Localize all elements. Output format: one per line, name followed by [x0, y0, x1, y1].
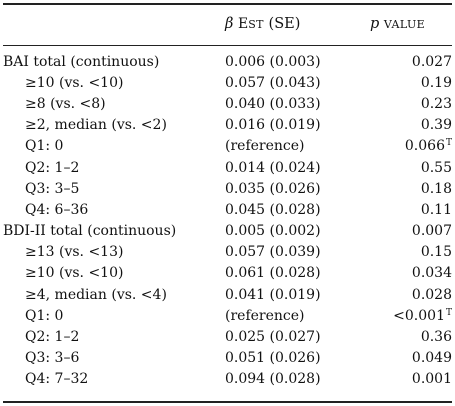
row-estimate: 0.006 (0.003) — [225, 53, 321, 70]
row-pvalue: 0.027 — [411, 53, 452, 70]
row-pvalue: 0.23 — [420, 95, 452, 112]
row-label: Q4: 6–36 — [25, 201, 89, 218]
row-pvalue-footnote: T — [445, 138, 452, 149]
table-row: Q3: 3–5 0.035 (0.026) 0.18 — [3, 178, 452, 199]
table-row: Q2: 1–2 0.014 (0.024) 0.55 — [3, 157, 452, 178]
row-pvalue-cell: 0.36 — [370, 326, 452, 347]
row-pvalue: 0.007 — [411, 223, 452, 240]
row-pvalue-cell: 0.15 — [370, 242, 452, 263]
table-row: BAI total (continuous) 0.006 (0.003) 0.027 — [3, 51, 452, 72]
row-pvalue-cell: 0.11 — [370, 199, 452, 220]
row-pvalue-cell: 0.066T — [370, 136, 452, 157]
row-pvalue: 0.049 — [411, 350, 452, 367]
row-label: ≥4, median (vs. <4) — [25, 286, 167, 303]
header-est-first: E — [238, 16, 249, 33]
table-row: Q4: 6–36 0.045 (0.028) 0.11 — [3, 199, 452, 220]
row-estimate: (reference) — [225, 138, 305, 155]
row-label: Q1: 0 — [25, 138, 64, 155]
table-body: BAI total (continuous) 0.006 (0.003) 0.027… — [3, 45, 452, 390]
row-label: ≥13 (vs. <13) — [25, 244, 124, 261]
row-estimate: 0.057 (0.039) — [225, 244, 321, 261]
header-estimate: β EST (SE) — [225, 4, 370, 45]
row-pvalue-cell: 0.034 — [370, 263, 452, 284]
row-estimate: 0.045 (0.028) — [225, 201, 321, 218]
row-pvalue-cell: 0.39 — [370, 115, 452, 136]
row-pvalue: 0.11 — [420, 201, 452, 218]
table-row: ≥2, median (vs. <2) 0.016 (0.019) 0.39 — [3, 115, 452, 136]
row-pvalue-cell: 0.049 — [370, 348, 452, 369]
row-label: ≥10 (vs. <10) — [25, 74, 124, 91]
row-estimate: (reference) — [225, 307, 305, 324]
row-label: Q2: 1–2 — [25, 159, 80, 176]
row-label: Q2: 1–2 — [25, 329, 80, 346]
row-estimate: 0.094 (0.028) — [225, 371, 321, 388]
row-pvalue: 0.028 — [411, 286, 452, 303]
row-pvalue-cell: 0.001 — [370, 369, 452, 390]
table-row: ≥13 (vs. <13) 0.057 (0.039) 0.15 — [3, 242, 452, 263]
table-row: Q1: 0 (reference) 0.066T — [3, 136, 452, 157]
row-estimate: 0.051 (0.026) — [225, 350, 321, 367]
table-header-row: β EST (SE) p VALUE — [3, 4, 452, 45]
row-estimate: 0.040 (0.033) — [225, 95, 321, 112]
row-pvalue-cell: 0.55 — [370, 157, 452, 178]
row-pvalue: 0.066 — [404, 138, 445, 155]
row-pvalue: 0.001 — [411, 371, 452, 388]
row-pvalue-cell: 0.19 — [370, 72, 452, 93]
table-row: ≥10 (vs. <10) 0.061 (0.028) 0.034 — [3, 263, 452, 284]
row-pvalue-cell: 0.028 — [370, 284, 452, 305]
row-label: BAI total (continuous) — [3, 53, 160, 70]
header-label-column — [3, 4, 225, 45]
row-pvalue-footnote: T — [445, 307, 452, 318]
header-value-label: VALUE — [383, 18, 426, 32]
header-p-symbol: p — [370, 16, 380, 33]
table-row: Q3: 3–6 0.051 (0.026) 0.049 — [3, 348, 452, 369]
row-estimate: 0.005 (0.002) — [225, 223, 321, 240]
table-row: Q2: 1–2 0.025 (0.027) 0.36 — [3, 326, 452, 347]
row-pvalue: 0.15 — [420, 244, 452, 261]
row-label: BDI-II total (continuous) — [3, 223, 177, 240]
table-row: Q4: 7–32 0.094 (0.028) 0.001 — [3, 369, 452, 390]
row-estimate: 0.041 (0.019) — [225, 286, 321, 303]
row-pvalue-cell: <0.001T — [370, 305, 452, 326]
row-estimate: 0.035 (0.026) — [225, 180, 321, 197]
table-row: Q1: 0 (reference) <0.001T — [3, 305, 452, 326]
row-estimate: 0.057 (0.043) — [225, 74, 321, 91]
row-estimate: 0.025 (0.027) — [225, 329, 321, 346]
row-pvalue: 0.19 — [420, 74, 452, 91]
table-row: ≥4, median (vs. <4) 0.041 (0.019) 0.028 — [3, 284, 452, 305]
table-row: ≥10 (vs. <10) 0.057 (0.043) 0.19 — [3, 72, 452, 93]
table-top-rule — [3, 3, 452, 5]
row-pvalue-cell: 0.23 — [370, 93, 452, 114]
row-estimate: 0.016 (0.019) — [225, 117, 321, 134]
header-pvalue: p VALUE — [370, 4, 452, 45]
results-table: β EST (SE) p VALUE BAI total (continuous… — [3, 4, 452, 390]
row-pvalue: <0.001 — [393, 307, 445, 324]
table-row: BDI-II total (continuous) 0.005 (0.002) 0.… — [3, 221, 452, 242]
row-estimate: 0.014 (0.024) — [225, 159, 321, 176]
row-pvalue-cell: 0.027 — [370, 51, 452, 72]
header-est-rest: ST — [248, 18, 264, 32]
row-pvalue: 0.55 — [420, 159, 452, 176]
row-pvalue: 0.36 — [420, 329, 452, 346]
row-pvalue-cell: 0.18 — [370, 178, 452, 199]
row-label: Q3: 3–6 — [25, 350, 80, 367]
row-pvalue: 0.18 — [420, 180, 452, 197]
table-bottom-rule — [3, 401, 452, 403]
row-estimate: 0.061 (0.028) — [225, 265, 321, 282]
row-label: ≥10 (vs. <10) — [25, 265, 124, 282]
table-header-rule — [3, 45, 452, 46]
row-label: ≥8 (vs. <8) — [25, 95, 106, 112]
row-label: Q3: 3–5 — [25, 180, 80, 197]
row-label: Q1: 0 — [25, 307, 64, 324]
row-pvalue-cell: 0.007 — [370, 221, 452, 242]
header-beta-symbol: β — [225, 16, 234, 33]
row-label: ≥2, median (vs. <2) — [25, 117, 167, 134]
table-row: ≥8 (vs. <8) 0.040 (0.033) 0.23 — [3, 93, 452, 114]
row-pvalue: 0.034 — [411, 265, 452, 282]
row-label: Q4: 7–32 — [25, 371, 89, 388]
row-pvalue: 0.39 — [420, 117, 452, 134]
header-se: (SE) — [268, 16, 301, 33]
